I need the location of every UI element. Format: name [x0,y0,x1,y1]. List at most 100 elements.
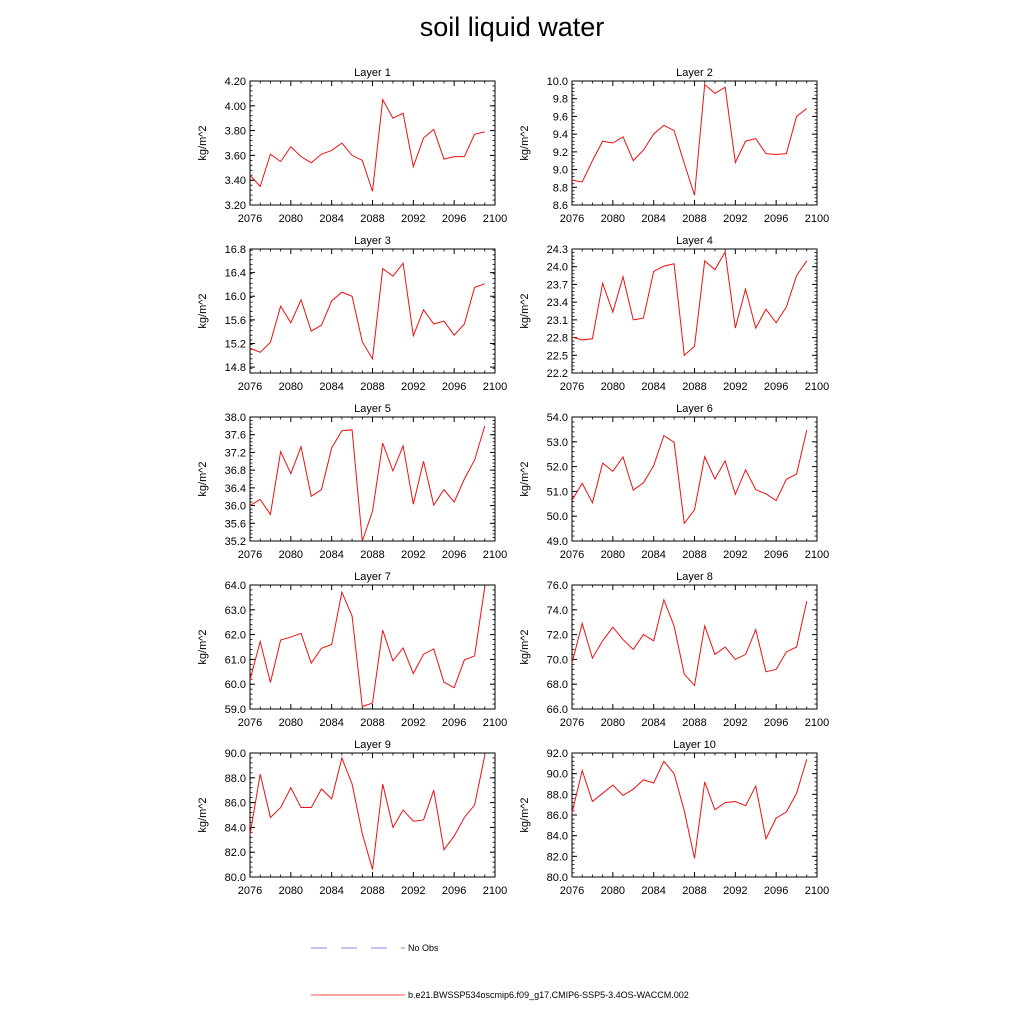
x-tick-label: 2100 [805,885,829,897]
x-tick-label: 2084 [319,885,343,897]
y-tick-label: 80.0 [547,872,568,884]
y-tick-label: 24.0 [547,262,568,274]
series-line [249,425,486,542]
y-axis-label: kg/m^2 [197,797,209,832]
x-tick-label: 2092 [401,381,425,393]
y-tick-label: 3.60 [225,150,246,162]
series-line [571,430,808,525]
plot-frame [249,584,496,710]
x-tick-label: 2080 [279,885,303,897]
x-tick-label: 2080 [601,885,625,897]
y-tick-label: 53.0 [547,437,568,449]
y-tick-label: 70.0 [547,654,568,666]
y-tick-label: 76.0 [547,580,568,592]
x-tick-label: 2076 [238,381,262,393]
y-tick-label: 23.7 [547,279,568,291]
x-tick-label: 2100 [805,381,829,393]
y-tick-label: 36.0 [225,501,246,513]
plot-frame [571,248,818,374]
y-tick-label: 3.80 [225,126,246,138]
y-axis-label: kg/m^2 [197,125,209,160]
x-tick-label: 2080 [279,549,303,561]
x-tick-label: 2080 [279,717,303,729]
y-tick-label: 16.0 [225,291,246,303]
y-tick-label: 68.0 [547,679,568,691]
x-tick-label: 2076 [238,213,262,225]
x-tick-label: 2076 [560,717,584,729]
y-tick-label: 60.0 [225,679,246,691]
panel-layer-2: Layer 2 kg/m^2 2076 2080 2084 2088 2092 2096 210… [519,67,829,225]
plot-frame [249,80,496,206]
x-tick-label: 2076 [560,213,584,225]
x-tick-label: 2084 [641,549,665,561]
y-tick-label: 82.0 [547,851,568,863]
x-tick-label: 2096 [764,381,788,393]
panel-title: Layer 3 [354,235,391,247]
x-tick-label: 2096 [442,381,466,393]
y-tick-label: 24.3 [547,244,568,256]
panel-layer-7: Layer 7 kg/m^2 2076 2080 2084 2088 2092 2096 210… [197,571,507,729]
x-tick-label: 2084 [641,717,665,729]
x-tick-label: 2076 [238,717,262,729]
x-tick-label: 2100 [483,213,507,225]
x-tick-label: 2092 [723,885,747,897]
y-tick-label: 74.0 [547,605,568,617]
series-line [571,83,808,196]
y-tick-label: 4.20 [225,76,246,88]
y-tick-label: 62.0 [225,630,246,642]
y-axis-label: kg/m^2 [519,461,531,496]
y-tick-label: 52.0 [547,462,568,474]
x-tick-label: 2080 [279,381,303,393]
x-tick-label: 2100 [483,381,507,393]
y-tick-label: 22.5 [547,350,568,362]
x-tick-label: 2076 [560,549,584,561]
y-tick-label: 80.0 [225,872,246,884]
y-tick-label: 9.8 [553,94,568,106]
panel-title: Layer 8 [676,571,713,583]
y-tick-label: 9.0 [553,165,568,177]
y-tick-label: 72.0 [547,630,568,642]
panel-layer-4: Layer 4 kg/m^2 2076 2080 2084 2088 2092 2096 210… [519,235,829,393]
plot-frame [571,80,818,206]
y-tick-label: 90.0 [547,769,568,781]
series-line [249,755,486,870]
y-tick-label: 63.0 [225,605,246,617]
series-line [249,261,485,361]
y-axis-label: kg/m^2 [519,797,531,832]
y-tick-label: 22.8 [547,333,568,345]
y-tick-label: 86.0 [225,798,246,810]
x-tick-label: 2088 [682,381,706,393]
x-tick-label: 2100 [805,213,829,225]
panel-title: Layer 4 [676,235,713,247]
x-tick-label: 2076 [238,885,262,897]
chart-title: soil liquid water [419,12,605,42]
y-axis-label: kg/m^2 [519,293,531,328]
x-tick-label: 2092 [723,213,747,225]
y-tick-label: 9.6 [553,111,568,123]
y-tick-label: 14.8 [225,362,246,374]
y-tick-label: 66.0 [547,704,568,716]
x-tick-label: 2092 [401,717,425,729]
panel-layer-6: Layer 6 kg/m^2 2076 2080 2084 2088 2092 2096 210… [519,403,829,561]
x-tick-label: 2084 [641,213,665,225]
x-tick-label: 2088 [360,717,384,729]
y-tick-label: 23.1 [547,315,568,327]
y-tick-label: 92.0 [547,748,568,760]
panel-layer-1: Layer 1 kg/m^2 2076 2080 2084 2088 2092 2096 210… [197,67,507,225]
y-tick-label: 84.0 [225,822,246,834]
x-tick-label: 2092 [401,549,425,561]
x-tick-label: 2100 [483,885,507,897]
panel-title: Layer 10 [673,739,716,751]
y-tick-label: 54.0 [547,412,568,424]
y-tick-label: 90.0 [225,748,246,760]
y-tick-label: 59.0 [225,704,246,716]
x-tick-label: 2096 [764,717,788,729]
panel-title: Layer 5 [354,403,391,415]
y-tick-label: 36.4 [225,483,246,495]
x-tick-label: 2092 [401,885,425,897]
y-tick-label: 35.2 [225,536,246,548]
y-axis-label: kg/m^2 [197,293,209,328]
y-tick-label: 86.0 [547,810,568,822]
x-tick-label: 2096 [764,885,788,897]
